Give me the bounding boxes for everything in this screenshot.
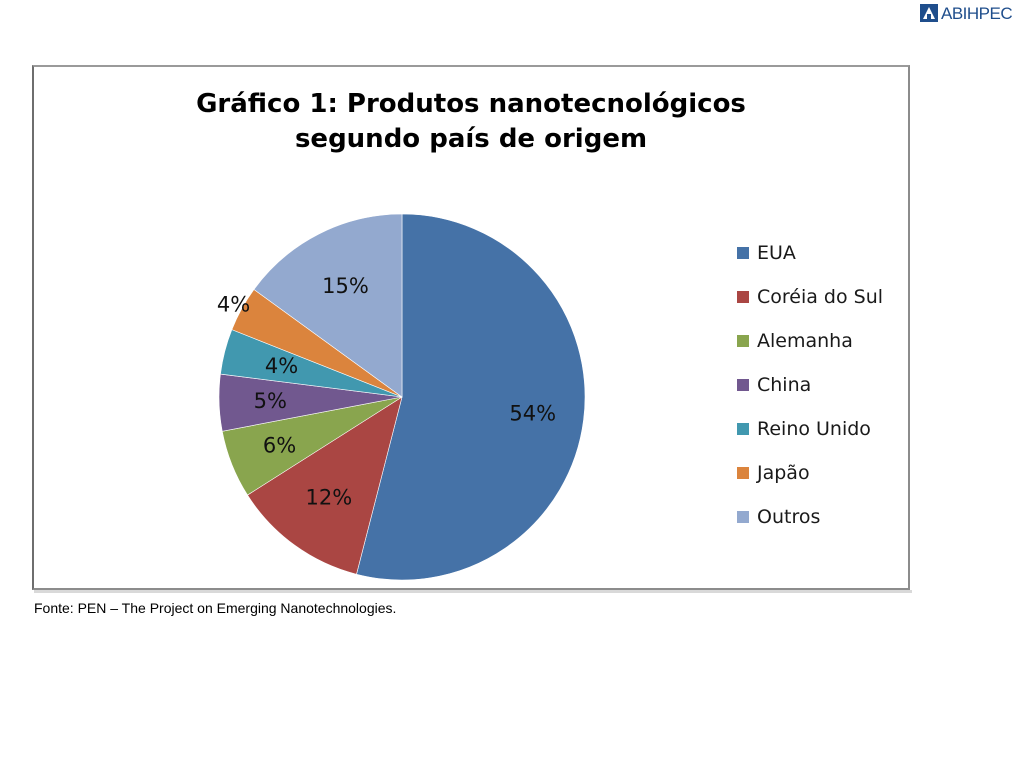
pie-data-label-4: 4% (265, 354, 298, 378)
legend-swatch-1 (737, 291, 749, 303)
legend-swatch-3 (737, 379, 749, 391)
chart-title: Gráfico 1: Produtos nanotecnológicos seg… (34, 87, 908, 157)
legend-item-5: Japão (737, 451, 907, 495)
legend-label-5: Japão (757, 462, 810, 484)
chart-frame: Gráfico 1: Produtos nanotecnológicos seg… (32, 65, 912, 593)
legend-label-6: Outros (757, 506, 821, 528)
legend-label-3: China (757, 374, 812, 396)
legend-label-0: EUA (757, 242, 796, 264)
pie-data-label-6: 15% (322, 274, 369, 298)
legend-label-2: Alemanha (757, 330, 853, 352)
legend-item-2: Alemanha (737, 319, 907, 363)
legend-item-6: Outros (737, 495, 907, 539)
pie-data-label-3: 5% (254, 389, 287, 413)
chart-title-line-2: segundo país de origem (294, 124, 648, 154)
legend-label-4: Reino Unido (757, 418, 871, 440)
abihpec-logo-icon (920, 4, 938, 22)
legend-swatch-2 (737, 335, 749, 347)
legend-item-0: EUA (737, 231, 907, 275)
legend-swatch-6 (737, 511, 749, 523)
legend-item-1: Coréia do Sul (737, 275, 907, 319)
brand-logo: ABIHPEC (920, 2, 1022, 24)
brand-logo-text: ABIHPEC (941, 3, 1013, 23)
chart-title-line-1: Gráfico 1: Produtos nanotecnológicos (196, 89, 746, 119)
pie-slice-1 (247, 396, 403, 575)
pie-data-label-0: 54% (509, 402, 556, 426)
legend-item-3: China (737, 363, 907, 407)
pie-slice-0 (356, 213, 586, 581)
legend-swatch-0 (737, 247, 749, 259)
legend-swatch-4 (737, 423, 749, 435)
legend-swatch-5 (737, 467, 749, 479)
pie-data-label-5: 4% (217, 292, 250, 316)
pie-data-label-1: 12% (306, 486, 353, 510)
pie-slice-6 (253, 213, 403, 398)
pie-data-label-2: 6% (263, 434, 296, 458)
pie-chart: 54% 12% 6% 5% 4% 4% 15% (217, 213, 586, 581)
chart-legend: EUA Coréia do Sul Alemanha China Reino Unido… (737, 231, 907, 539)
legend-label-1: Coréia do Sul (757, 286, 884, 308)
legend-item-4: Reino Unido (737, 407, 907, 451)
source-note: Fonte: PEN – The Project on Emerging Nan… (34, 600, 397, 616)
